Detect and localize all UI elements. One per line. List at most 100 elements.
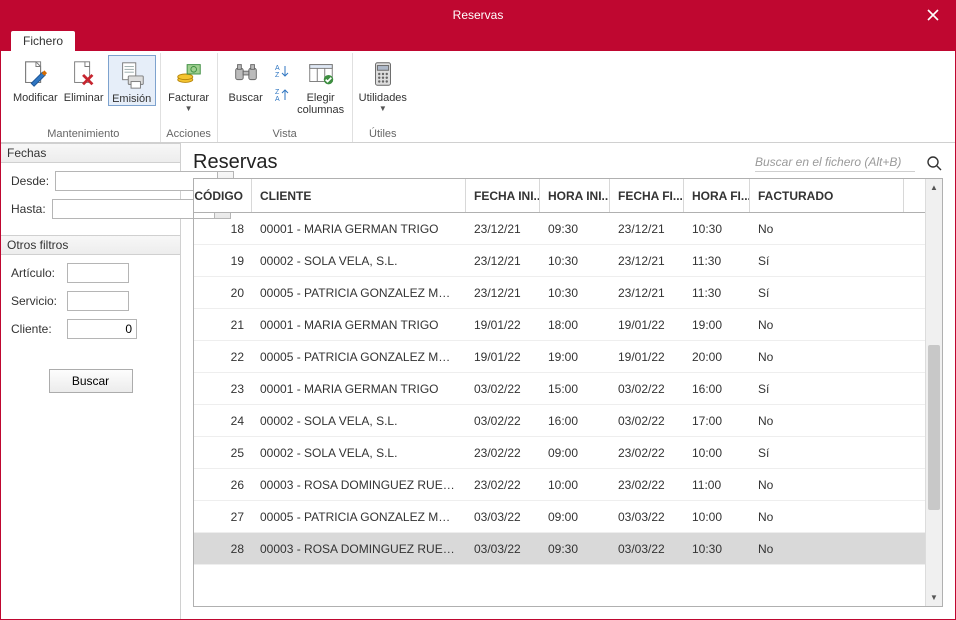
- pencil-document-icon: [18, 57, 52, 91]
- search-input[interactable]: [755, 153, 915, 172]
- cell-ffin: 03/03/22: [610, 510, 684, 524]
- facturar-button[interactable]: Facturar ▼: [165, 55, 213, 113]
- articulo-label: Artículo:: [11, 266, 61, 280]
- modificar-button[interactable]: Modificar: [11, 55, 60, 104]
- table-row[interactable]: 1900002 - SOLA VELA, S.L.23/12/2110:3023…: [194, 245, 925, 277]
- grid-header: CÓDIGOCLIENTEFECHA INI...HORA INI...FECH…: [194, 179, 925, 213]
- data-grid: CÓDIGOCLIENTEFECHA INI...HORA INI...FECH…: [193, 178, 943, 607]
- table-row[interactable]: 1800001 - MARIA GERMAN TRIGO23/12/2109:3…: [194, 213, 925, 245]
- sort-desc-icon: Z A: [274, 87, 290, 103]
- cell-cliente: 00002 - SOLA VELA, S.L.: [252, 446, 466, 460]
- cell-ffin: 23/02/22: [610, 446, 684, 460]
- cell-fini: 23/12/21: [466, 254, 540, 268]
- column-header-codigo[interactable]: CÓDIGO: [194, 179, 252, 212]
- table-row[interactable]: 2000005 - PATRICIA GONZALEZ MORENO23/12/…: [194, 277, 925, 309]
- cell-codigo: 26: [194, 478, 252, 492]
- table-row[interactable]: 2300001 - MARIA GERMAN TRIGO03/02/2215:0…: [194, 373, 925, 405]
- cell-fact: No: [750, 222, 904, 236]
- calculator-icon: [366, 57, 400, 91]
- table-row[interactable]: 2600003 - ROSA DOMINGUEZ RUEDA23/02/2210…: [194, 469, 925, 501]
- column-header-cliente[interactable]: CLIENTE: [252, 179, 466, 212]
- cell-hini: 16:00: [540, 414, 610, 428]
- close-icon: [927, 9, 939, 21]
- utilidades-button[interactable]: Utilidades ▼: [357, 55, 409, 113]
- column-header-fact[interactable]: FACTURADO: [750, 179, 904, 212]
- search-icon: [926, 155, 942, 171]
- emision-button[interactable]: Emisión: [108, 55, 156, 106]
- search-icon-button[interactable]: [925, 154, 943, 172]
- chevron-down-icon: ▼: [185, 105, 193, 113]
- cell-cliente: 00005 - PATRICIA GONZALEZ MORENO: [252, 510, 466, 524]
- ribbon-group-vista-label: Vista: [272, 126, 296, 142]
- cell-codigo: 21: [194, 318, 252, 332]
- buscar-ribbon-button[interactable]: Buscar: [222, 55, 270, 104]
- cell-hfin: 11:30: [684, 254, 750, 268]
- cell-fini: 19/01/22: [466, 350, 540, 364]
- scroll-thumb[interactable]: [928, 345, 940, 510]
- cliente-input[interactable]: [67, 319, 137, 339]
- articulo-input[interactable]: [67, 263, 129, 283]
- column-header-ffin[interactable]: FECHA FI...: [610, 179, 684, 212]
- cell-codigo: 24: [194, 414, 252, 428]
- column-header-hini[interactable]: HORA INI...: [540, 179, 610, 212]
- servicio-input[interactable]: [67, 291, 129, 311]
- cell-hfin: 10:30: [684, 222, 750, 236]
- close-button[interactable]: [911, 1, 955, 29]
- cell-hini: 15:00: [540, 382, 610, 396]
- hasta-label: Hasta:: [11, 202, 46, 216]
- ribbon-group-utiles: Utilidades ▼ Útiles: [353, 53, 413, 142]
- eliminar-button[interactable]: Eliminar: [60, 55, 108, 104]
- cell-fact: No: [750, 542, 904, 556]
- table-row[interactable]: 2200005 - PATRICIA GONZALEZ MORENO19/01/…: [194, 341, 925, 373]
- cell-fini: 23/02/22: [466, 478, 540, 492]
- cell-cliente: 00005 - PATRICIA GONZALEZ MORENO: [252, 350, 466, 364]
- scroll-down-button[interactable]: ▼: [926, 589, 942, 606]
- page-title: Reservas: [193, 151, 277, 174]
- columns-icon: [304, 57, 338, 91]
- cell-ffin: 03/03/22: [610, 542, 684, 556]
- modificar-label: Modificar: [13, 92, 58, 104]
- cell-fact: Sí: [750, 286, 904, 300]
- grid-body: 1800001 - MARIA GERMAN TRIGO23/12/2109:3…: [194, 213, 925, 565]
- ribbon: Modificar Eliminar: [1, 51, 955, 143]
- cell-fini: 03/03/22: [466, 510, 540, 524]
- delete-document-icon: [67, 57, 101, 91]
- sort-desc-button[interactable]: Z A: [272, 85, 292, 105]
- cell-fact: No: [750, 350, 904, 364]
- cell-cliente: 00001 - MARIA GERMAN TRIGO: [252, 382, 466, 396]
- column-header-fini[interactable]: FECHA INI...: [466, 179, 540, 212]
- tab-fichero[interactable]: Fichero: [11, 31, 75, 51]
- scroll-up-button[interactable]: ▲: [926, 179, 942, 196]
- cell-cliente: 00001 - MARIA GERMAN TRIGO: [252, 318, 466, 332]
- elegir-columnas-button[interactable]: Elegir columnas: [294, 55, 348, 116]
- cell-cliente: 00002 - SOLA VELA, S.L.: [252, 414, 466, 428]
- cell-codigo: 23: [194, 382, 252, 396]
- cell-fact: No: [750, 510, 904, 524]
- vertical-scrollbar[interactable]: ▲ ▼: [925, 179, 942, 606]
- table-row[interactable]: 2100001 - MARIA GERMAN TRIGO19/01/2218:0…: [194, 309, 925, 341]
- table-row[interactable]: 2400002 - SOLA VELA, S.L.03/02/2216:0003…: [194, 405, 925, 437]
- cell-ffin: 19/01/22: [610, 350, 684, 364]
- table-row[interactable]: 2700005 - PATRICIA GONZALEZ MORENO03/03/…: [194, 501, 925, 533]
- servicio-label: Servicio:: [11, 294, 61, 308]
- cliente-label: Cliente:: [11, 322, 61, 336]
- ribbon-group-acciones: Facturar ▼ Acciones: [161, 53, 218, 142]
- otros-filtros-header: Otros filtros: [1, 235, 180, 255]
- buscar-button[interactable]: Buscar: [49, 369, 133, 393]
- utilidades-label: Utilidades: [359, 92, 407, 104]
- cell-ffin: 03/02/22: [610, 414, 684, 428]
- cell-codigo: 20: [194, 286, 252, 300]
- cell-fact: Sí: [750, 446, 904, 460]
- cell-hfin: 17:00: [684, 414, 750, 428]
- cell-codigo: 22: [194, 350, 252, 364]
- svg-text:Z: Z: [275, 89, 280, 96]
- cell-hini: 10:00: [540, 478, 610, 492]
- table-row[interactable]: 2800003 - ROSA DOMINGUEZ RUEDA03/03/2209…: [194, 533, 925, 565]
- scroll-track[interactable]: [926, 196, 942, 589]
- sort-buttons-column: A Z Z A: [272, 55, 292, 105]
- cell-hini: 09:30: [540, 222, 610, 236]
- cell-codigo: 28: [194, 542, 252, 556]
- column-header-hfin[interactable]: HORA FI...: [684, 179, 750, 212]
- table-row[interactable]: 2500002 - SOLA VELA, S.L.23/02/2209:0023…: [194, 437, 925, 469]
- sort-asc-button[interactable]: A Z: [272, 61, 292, 81]
